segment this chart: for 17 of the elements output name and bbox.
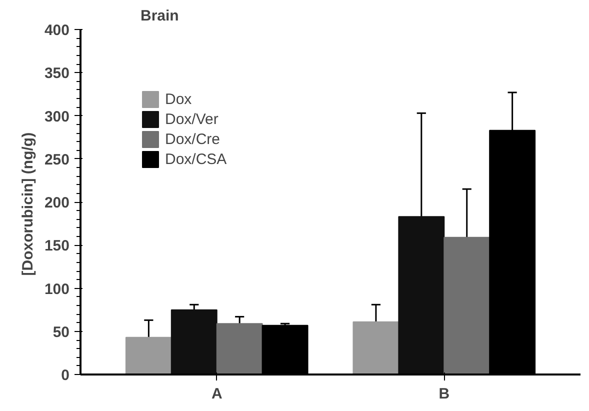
- legend-label: Dox: [165, 90, 192, 108]
- y-tick-label: 150: [44, 238, 70, 255]
- legend-label: Dox/Cre: [165, 130, 220, 148]
- y-tick-label: 100: [44, 280, 70, 298]
- y-tick-label: 300: [44, 108, 70, 126]
- y-axis-title: [Doxorubicin] (ng/g): [19, 132, 36, 276]
- y-tick-label: 400: [44, 22, 70, 39]
- y-tick-label: 350: [44, 65, 70, 82]
- y-tick-label: 0: [61, 367, 70, 384]
- y-tick-label: 200: [44, 194, 70, 212]
- y-tick-label: 50: [52, 324, 70, 341]
- x-tick-label: A: [211, 386, 222, 402]
- y-tick-label: 250: [44, 151, 70, 168]
- x-tick-label: B: [438, 386, 450, 402]
- legend-label: Dox/Ver: [165, 110, 218, 128]
- chart-title: Brain: [140, 8, 179, 24]
- legend-label: Dox/CSA: [165, 150, 227, 168]
